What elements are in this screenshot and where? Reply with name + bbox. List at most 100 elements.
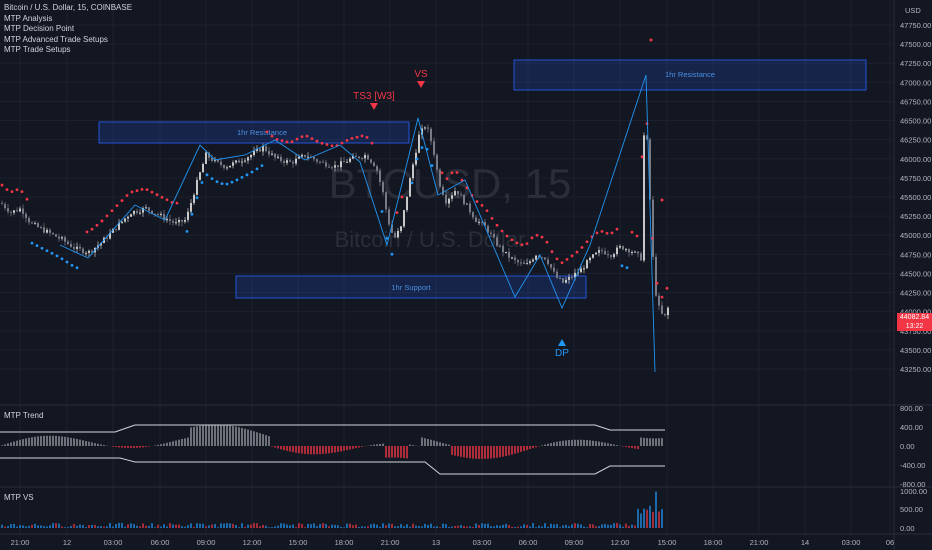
vs-pane — [1, 491, 663, 528]
vs-axis-label: 0.00 — [900, 524, 915, 533]
candle-body — [208, 152, 210, 158]
candle-body — [346, 161, 348, 163]
candle-body — [394, 232, 396, 238]
stop-dot-red — [90, 227, 94, 231]
stop-dot-blue — [255, 167, 259, 171]
candle-body — [562, 278, 564, 283]
candle-body — [124, 218, 126, 222]
stop-dot-blue — [430, 164, 434, 168]
time-axis-label: 09:00 — [197, 538, 216, 547]
indicator-mtp-trade-setups[interactable]: MTP Trade Setups — [4, 45, 71, 54]
time-axis-label: 03:00 — [842, 538, 861, 547]
candle-body — [217, 159, 219, 162]
price-axis-label: 43250.00 — [900, 365, 931, 374]
candle-body — [442, 186, 444, 195]
candle-body — [373, 162, 375, 167]
stop-dot-red — [330, 144, 334, 148]
stop-dot-blue — [75, 266, 79, 270]
time-axis-label: 13 — [432, 538, 440, 547]
candle-body — [4, 204, 6, 209]
trend-axis: 800.00 400.00 0.00 -400.00 -800.00 — [900, 404, 925, 489]
symbol-title[interactable]: Bitcoin / U.S. Dollar, 15, COINBASE — [4, 3, 133, 12]
candle-body — [457, 191, 459, 195]
candle-body — [259, 148, 261, 152]
stop-dot-blue — [240, 175, 244, 179]
candle-body — [397, 230, 399, 238]
candle-body — [487, 225, 489, 233]
candle-body — [13, 210, 15, 213]
candle-body — [136, 210, 138, 213]
candle-body — [583, 268, 585, 270]
vs-pane-title[interactable]: MTP VS — [4, 493, 34, 502]
stop-dot-red — [290, 140, 294, 144]
price-axis[interactable]: USD 47750.00 47500.00 47250.00 47000.00 4675… — [900, 6, 931, 374]
candle-body — [19, 208, 21, 212]
stop-dot-red — [300, 135, 304, 139]
stop-dot-red — [160, 195, 164, 199]
stop-dot-red — [120, 199, 124, 202]
indicator-mtp-analysis[interactable]: MTP Analysis — [4, 13, 53, 23]
stop-dot-red — [150, 190, 154, 194]
stop-dot-red — [325, 143, 329, 146]
candle-body — [328, 166, 330, 168]
candle-body — [505, 251, 507, 253]
candle-body — [604, 251, 606, 255]
trend-axis-label: -800.00 — [900, 480, 925, 489]
candle-body — [49, 229, 51, 233]
time-axis-label: 14 — [801, 538, 809, 547]
time-axis-label: 15:00 — [289, 538, 308, 547]
time-axis[interactable]: 21:00 12 03:00 06:00 09:00 12:00 15:00 18:00 21:… — [11, 538, 895, 547]
candle-body — [1, 203, 3, 205]
price-axis-label: 43750.00 — [900, 327, 931, 336]
stop-dot-red — [115, 204, 119, 208]
candle-body — [472, 212, 474, 218]
stop-dot-red — [345, 139, 349, 142]
candle-body — [514, 257, 516, 261]
stop-dot-red — [175, 201, 179, 205]
candle-body — [31, 222, 33, 224]
candle-body — [433, 141, 435, 155]
stop-dot-red — [125, 194, 129, 197]
candle-body — [91, 250, 93, 253]
candle-body — [445, 194, 447, 204]
stop-dot-red — [530, 236, 534, 240]
indicator-mtp-decision-point[interactable]: MTP Decision Point — [4, 24, 75, 33]
candle-body — [385, 192, 387, 210]
candle-body — [646, 135, 648, 140]
candle-body — [247, 157, 249, 161]
candle-body — [622, 246, 624, 250]
stop-dot-red — [520, 243, 524, 247]
stop-dot-red — [665, 286, 669, 290]
resistance-zone-2 — [513, 59, 867, 91]
countdown-timer: 13:22 — [905, 323, 924, 330]
stop-dot-red — [445, 177, 449, 181]
stop-dot-blue — [390, 252, 394, 256]
candle-body — [301, 154, 303, 157]
stop-dot-red — [555, 257, 559, 261]
candle-body — [529, 261, 531, 264]
indicator-mtp-advanced-trade-setups[interactable]: MTP Advanced Trade Setups — [4, 34, 108, 44]
trend-pane-title[interactable]: MTP Trend — [4, 411, 44, 420]
candle-body — [541, 257, 543, 259]
price-axis-label: 45250.00 — [900, 212, 931, 221]
candle-body — [67, 241, 69, 244]
candle-body — [70, 243, 72, 248]
candle-body — [571, 277, 573, 279]
candle-body — [535, 255, 537, 260]
candle-body — [496, 237, 498, 246]
dp-arrow-icon — [558, 339, 566, 346]
candle-body — [139, 212, 141, 214]
candle-body — [163, 213, 165, 220]
candle-body — [460, 194, 462, 196]
stop-dot-red — [605, 231, 609, 235]
candle-body — [631, 252, 633, 254]
candle-body — [466, 203, 468, 205]
candle-body — [142, 207, 144, 213]
candle-body — [412, 164, 414, 179]
candle-body — [55, 234, 57, 237]
candle-body — [133, 210, 135, 215]
price-axis-label: 46000.00 — [900, 155, 931, 164]
candle-body — [595, 252, 597, 255]
candle-body — [10, 211, 12, 213]
